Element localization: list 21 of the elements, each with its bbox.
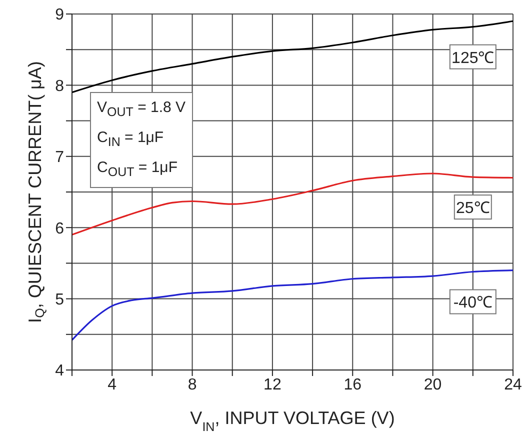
x-tick-label: 24 [504, 376, 522, 394]
y-tick-label: 8 [55, 78, 64, 95]
x-tick-label: 16 [344, 376, 362, 394]
y-tick-label: 7 [55, 149, 64, 166]
series-label: -40℃ [453, 294, 492, 312]
x-axis-title: V$_{IN}$, INPUT VOLTAGE (V) [190, 408, 395, 434]
line-series [72, 20, 513, 94]
y-tick-label: 9 [55, 6, 64, 24]
x-tick-label: 20 [424, 376, 442, 394]
x-tick-label: 12 [264, 376, 282, 394]
x-tick-label: 4 [108, 376, 117, 394]
annotation: C$_{OUT}$ = 1μF [97, 158, 178, 181]
series-label: 125℃ [452, 50, 494, 67]
y-tick-label: 5 [55, 291, 64, 308]
y-tick-label: 6 [55, 220, 64, 238]
y-tick-label: 4 [55, 362, 64, 380]
series-label: 25℃ [456, 200, 490, 218]
line-series [72, 270, 513, 341]
x-tick-label: 8 [188, 376, 197, 394]
annotation: V$_{OUT}$ = 1.8 V [97, 98, 186, 121]
annotation: C$_{IN}$ = 1μF [97, 128, 165, 151]
